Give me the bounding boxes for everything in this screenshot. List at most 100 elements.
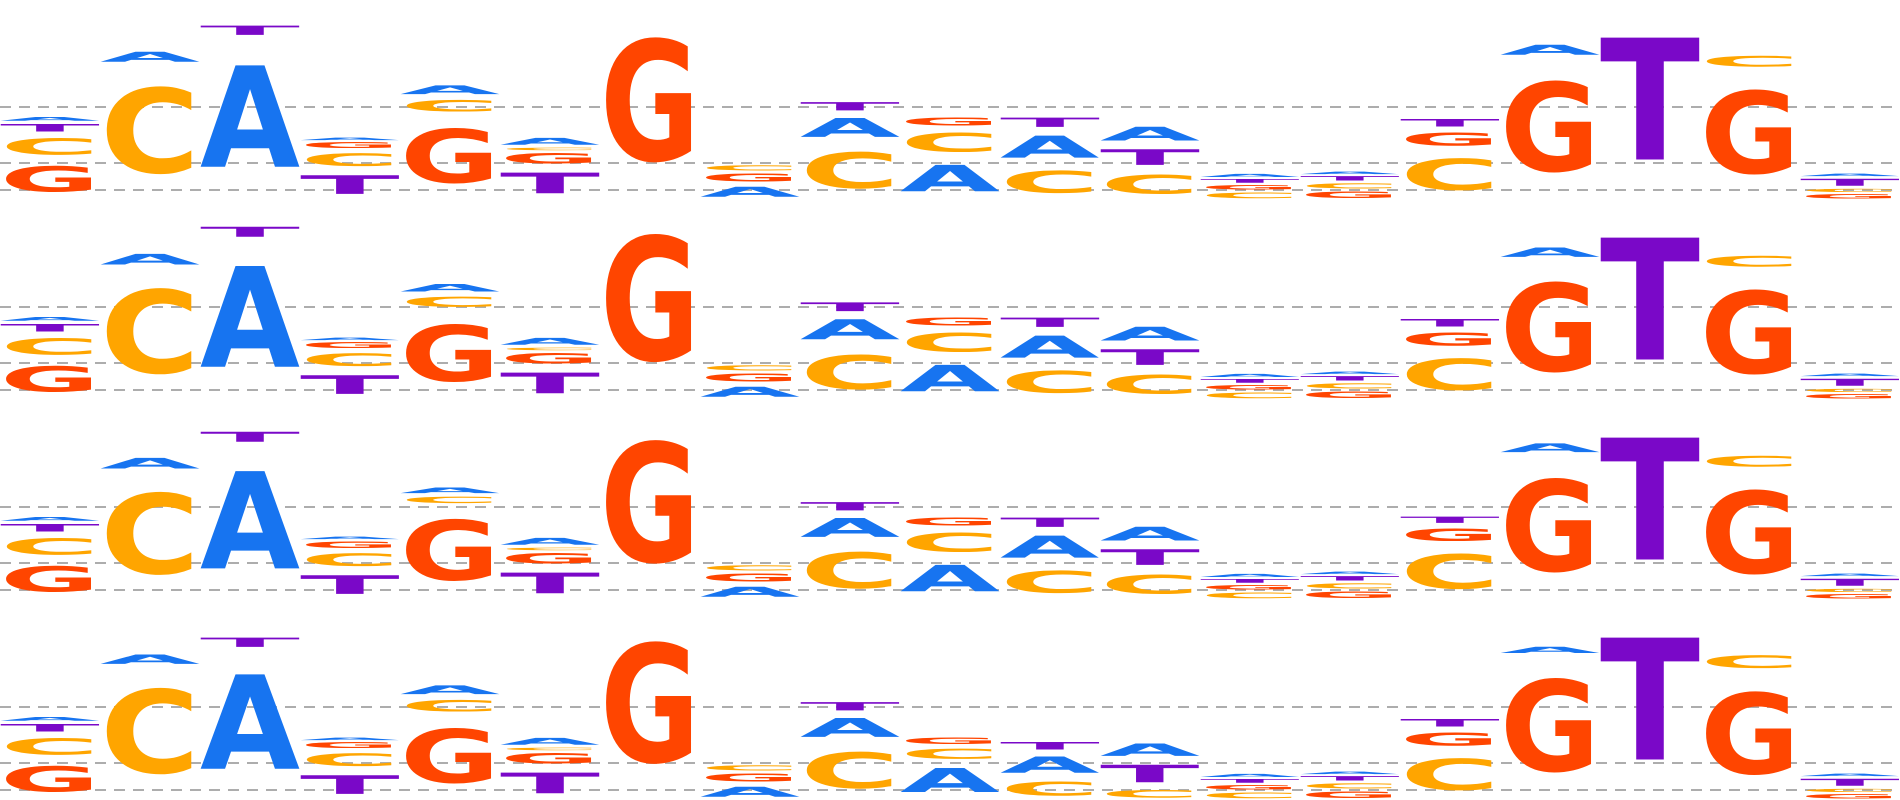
base-A-glyph: A: [700, 184, 800, 200]
svg-text:C: C: [1200, 191, 1300, 200]
svg-text:C: C: [1000, 165, 1100, 200]
svg-text:A: A: [1800, 173, 1900, 177]
base-C-glyph: C: [400, 495, 500, 505]
svg-text:G: G: [1500, 656, 1600, 800]
svg-text:A: A: [1100, 323, 1200, 345]
svg-text:T: T: [1800, 777, 1900, 788]
base-C-glyph: C: [0, 334, 100, 360]
base-A-glyph: A: [1500, 42, 1600, 58]
base-G-glyph: G: [1500, 655, 1600, 800]
svg-text:C: C: [100, 472, 200, 600]
base-C-glyph: C: [400, 294, 500, 310]
dashed-gridline: [0, 389, 1900, 391]
svg-text:C: C: [1100, 370, 1200, 400]
svg-text:T: T: [1400, 117, 1500, 129]
base-G-glyph: G: [900, 736, 1000, 746]
svg-text:G: G: [400, 310, 500, 400]
base-G-glyph: G: [400, 715, 500, 800]
svg-text:A: A: [1500, 645, 1600, 655]
base-C-glyph: C: [900, 128, 1000, 158]
base-T-glyph: T: [1100, 345, 1200, 370]
base-C-glyph: C: [1300, 182, 1400, 190]
base-T-glyph: T: [200, 635, 300, 650]
base-A-glyph: A: [100, 455, 200, 472]
base-A-glyph: A: [1800, 173, 1900, 177]
svg-text:G: G: [600, 611, 700, 800]
svg-text:A: A: [1300, 771, 1400, 775]
dashed-gridline: [0, 189, 1900, 191]
base-C-glyph: C: [100, 667, 200, 800]
base-C-glyph: C: [700, 364, 800, 372]
svg-text:T: T: [1300, 775, 1400, 782]
base-A-glyph: A: [800, 713, 900, 743]
svg-text:G: G: [400, 115, 500, 200]
base-T-glyph: T: [1200, 778, 1300, 784]
svg-text:G: G: [300, 341, 400, 350]
svg-text:C: C: [800, 346, 900, 400]
svg-text:C: C: [1100, 170, 1200, 200]
svg-text:C: C: [1000, 778, 1100, 800]
base-C-glyph: C: [1000, 778, 1100, 800]
svg-text:C: C: [800, 743, 900, 800]
base-A-glyph: A: [500, 336, 600, 347]
svg-text:A: A: [700, 584, 800, 600]
base-G-glyph: G: [1700, 470, 1800, 600]
base-G-glyph: G: [400, 310, 500, 400]
svg-text:A: A: [1300, 171, 1400, 175]
base-G-glyph: G: [1800, 193, 1900, 200]
svg-text:A: A: [1800, 773, 1900, 777]
svg-text:A: A: [0, 516, 100, 522]
svg-text:C: C: [700, 564, 800, 572]
base-T-glyph: T: [1300, 575, 1400, 582]
svg-text:A: A: [1100, 740, 1200, 760]
base-C-glyph: C: [800, 346, 900, 400]
base-T-glyph: T: [0, 322, 100, 334]
svg-text:T: T: [1200, 178, 1300, 184]
base-A-glyph: A: [300, 536, 400, 540]
base-T-glyph: T: [1100, 545, 1200, 570]
svg-text:A: A: [1300, 371, 1400, 375]
svg-text:G: G: [300, 540, 400, 550]
svg-text:A: A: [500, 336, 600, 347]
base-A-glyph: A: [1200, 773, 1300, 778]
svg-text:G: G: [900, 516, 1000, 528]
base-T-glyph: T: [1100, 145, 1200, 170]
base-T-glyph: T: [800, 700, 900, 713]
svg-text:T: T: [1600, 205, 1700, 400]
svg-text:T: T: [500, 367, 600, 400]
svg-text:G: G: [1800, 393, 1900, 400]
base-G-glyph: G: [600, 203, 700, 400]
svg-text:A: A: [100, 251, 200, 268]
base-A-glyph: A: [400, 83, 500, 97]
base-C-glyph: C: [1400, 350, 1500, 400]
base-G-glyph: G: [900, 516, 1000, 528]
base-G-glyph: G: [1700, 270, 1800, 400]
base-G-glyph: G: [300, 341, 400, 350]
svg-text:C: C: [1700, 253, 1800, 270]
svg-text:C: C: [0, 134, 100, 160]
base-T-glyph: T: [200, 224, 300, 240]
base-G-glyph: G: [1500, 260, 1600, 400]
svg-text:G: G: [1500, 58, 1600, 200]
base-C-glyph: C: [300, 350, 400, 370]
base-C-glyph: C: [1000, 165, 1100, 200]
svg-text:T: T: [1200, 378, 1300, 384]
dashed-gridline: [0, 306, 1900, 308]
base-A-glyph: A: [1200, 373, 1300, 378]
dashed-gridline: [0, 789, 1900, 791]
svg-text:T: T: [1800, 177, 1900, 188]
